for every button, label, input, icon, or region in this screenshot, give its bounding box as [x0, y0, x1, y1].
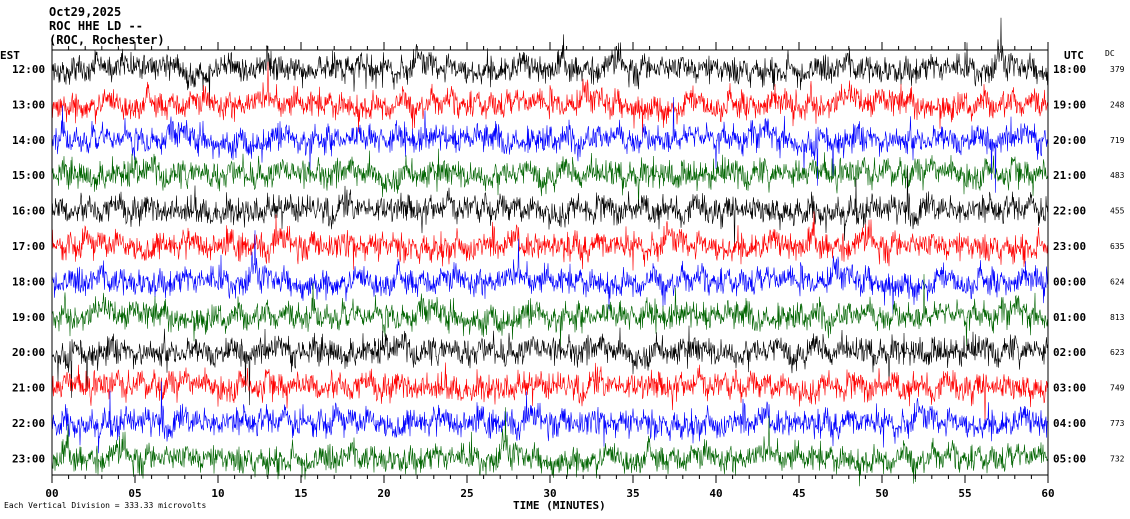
dc-value: 773 [1110, 419, 1125, 428]
x-tick-label: 05 [128, 487, 141, 500]
x-tick-label: 20 [377, 487, 390, 500]
trace-row-1800 [51, 230, 1049, 314]
x-tick-label: 45 [792, 487, 805, 500]
local-time-label: 14:00 [12, 134, 45, 147]
dc-value: 248 [1110, 100, 1125, 109]
local-time-label: 20:00 [12, 346, 45, 359]
trace-row-1700 [51, 211, 1049, 271]
dc-column-header: DC [1105, 49, 1115, 58]
x-tick-label: 15 [294, 487, 307, 500]
utc-time-label: 00:00 [1053, 275, 1086, 288]
dc-value: 624 [1110, 277, 1125, 286]
local-time-label: 18:00 [12, 275, 45, 288]
trace-row-1400 [51, 97, 1049, 193]
trace-row-1300 [51, 61, 1049, 137]
trace-row-1200 [51, 17, 1049, 109]
dc-values: 379 248 719 483 455 635 624 813 623 749 773 732 [1110, 65, 1125, 463]
utc-time-label: 04:00 [1053, 417, 1086, 430]
dc-value: 379 [1110, 65, 1125, 74]
local-time-label: 21:00 [12, 382, 45, 395]
utc-time-label: 21:00 [1053, 169, 1086, 182]
dc-value: 732 [1110, 454, 1125, 463]
x-axis-ticks: 00 05 10 15 20 25 30 35 40 45 50 55 60 [45, 487, 1054, 500]
trace-row-1900 [51, 274, 1049, 348]
utc-time-label: 19:00 [1053, 98, 1086, 111]
trace-row-1500 [51, 148, 1049, 210]
utc-time-label: 22:00 [1053, 205, 1086, 218]
x-tick-label: 25 [460, 487, 473, 500]
utc-time-label: 01:00 [1053, 311, 1086, 324]
trace-row-2300 [51, 407, 1049, 487]
dc-value: 719 [1110, 136, 1125, 145]
x-tick-label: 00 [45, 487, 58, 500]
header-location: (ROC, Rochester) [49, 33, 165, 47]
x-tick-label: 40 [709, 487, 722, 500]
utc-time-label: 20:00 [1053, 134, 1086, 147]
left-timezone-label: EST [0, 49, 20, 62]
dc-value: 813 [1110, 313, 1125, 322]
local-time-label: 15:00 [12, 169, 45, 182]
dc-value: 623 [1110, 348, 1125, 357]
local-time-label: 16:00 [12, 205, 45, 218]
local-time-labels: 12:00 13:00 14:00 15:00 16:00 17:00 18:00 19:00… [12, 63, 45, 465]
utc-time-label: 05:00 [1053, 452, 1086, 465]
dc-value: 749 [1110, 384, 1125, 393]
header-station: ROC HHE LD -- [49, 19, 143, 33]
x-tick-label: 55 [958, 487, 971, 500]
x-tick-label: 35 [626, 487, 639, 500]
dc-value: 483 [1110, 171, 1125, 180]
local-time-label: 19:00 [12, 311, 45, 324]
header-date: Oct29,2025 [49, 5, 122, 19]
x-tick-label: 30 [543, 487, 556, 500]
local-time-label: 13:00 [12, 98, 45, 111]
x-tick-label: 60 [1041, 487, 1054, 500]
utc-time-label: 03:00 [1053, 382, 1086, 395]
x-tick-label: 50 [875, 487, 888, 500]
local-time-label: 12:00 [12, 63, 45, 76]
trace-row-1600 [51, 169, 1049, 249]
utc-time-label: 02:00 [1053, 346, 1086, 359]
trace-row-2200 [51, 381, 1049, 454]
x-axis-label: TIME (MINUTES) [513, 499, 606, 512]
dc-value: 635 [1110, 242, 1125, 251]
x-tick-label: 10 [211, 487, 224, 500]
seismic-traces [51, 17, 1049, 487]
plot-frame [51, 42, 1049, 483]
local-time-label: 23:00 [12, 452, 45, 465]
utc-time-label: 23:00 [1053, 240, 1086, 253]
local-time-label: 17:00 [12, 240, 45, 253]
dc-value: 455 [1110, 207, 1125, 216]
scale-footnote: Each Vertical Division = 333.33 microvol… [4, 501, 207, 510]
local-time-label: 22:00 [12, 417, 45, 430]
utc-time-labels: 18:00 19:00 20:00 21:00 22:00 23:00 00:00 01:00… [1053, 63, 1086, 465]
trace-row-2000 [51, 325, 1049, 406]
trace-row-2100 [51, 362, 1049, 426]
right-timezone-label: UTC [1064, 49, 1084, 62]
utc-time-label: 18:00 [1053, 63, 1086, 76]
